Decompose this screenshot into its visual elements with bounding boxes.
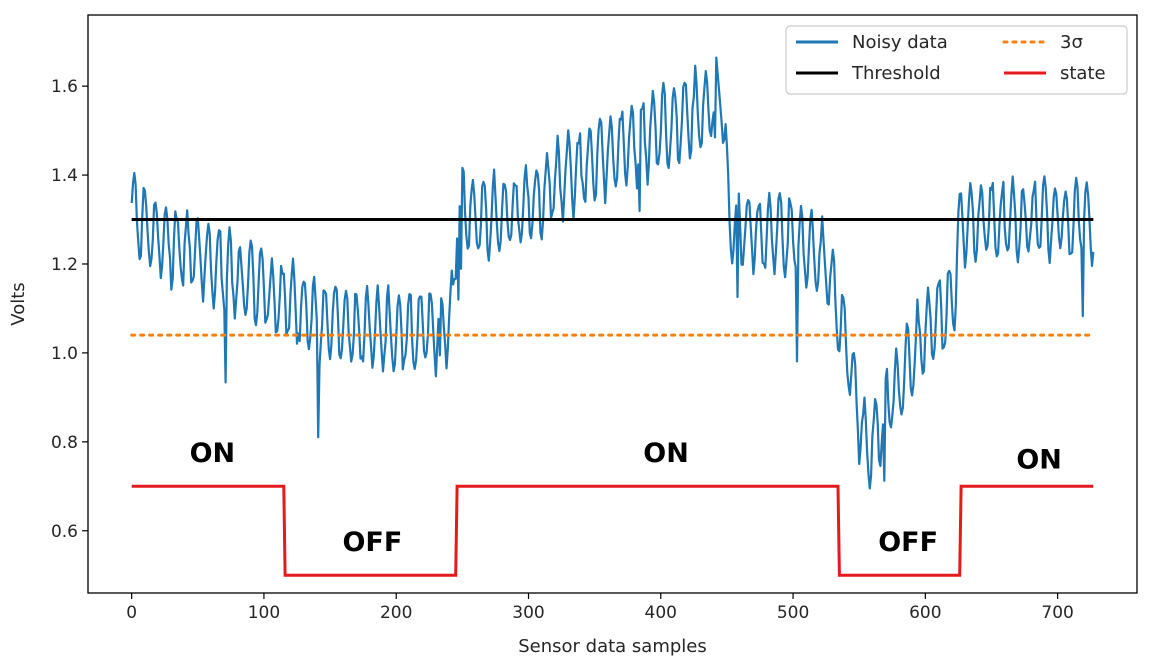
state-annotation-on-4: ON <box>1016 445 1062 476</box>
plot-frame <box>87 14 1138 594</box>
x-tick-label: 700 <box>1041 603 1073 623</box>
legend-label-sigma: 3σ <box>1060 32 1083 53</box>
noisy-data-line <box>130 56 1095 490</box>
y-tick-label: 0.6 <box>51 522 78 542</box>
legend-label-noisy-data: Noisy data <box>852 32 948 53</box>
x-axis-label: Sensor data samples <box>518 636 707 657</box>
x-tick-label: 300 <box>512 603 544 623</box>
x-tick-label: 100 <box>248 603 280 623</box>
state-annotation-off-1: OFF <box>342 527 402 558</box>
state-annotations: ON OFF ON OFF ON <box>190 438 1062 558</box>
y-tick-label: 1.6 <box>51 77 78 97</box>
y-tick-label: 0.8 <box>51 433 78 453</box>
x-tick-label: 500 <box>777 603 809 623</box>
x-tick-label: 600 <box>909 603 941 623</box>
reference-lines <box>130 218 1095 337</box>
y-tick-label: 1.2 <box>51 255 78 275</box>
state-line <box>131 484 1094 577</box>
y-tick-label: 1.4 <box>51 166 78 186</box>
x-tick-label: 200 <box>380 603 412 623</box>
noisy-data-series <box>130 56 1095 490</box>
legend: Noisy data Threshold 3σ state <box>785 25 1128 95</box>
legend-label-state: state <box>1060 63 1106 84</box>
legend-label-threshold: Threshold <box>851 63 941 84</box>
y-tick-label: 1.0 <box>51 344 78 364</box>
y-axis-label: Volts <box>8 282 29 325</box>
state-annotation-off-3: OFF <box>878 527 938 558</box>
state-annotation-on-2: ON <box>643 438 689 469</box>
x-tick-label: 400 <box>645 603 677 623</box>
axes: 0 100 200 300 400 500 600 700 0.6 0.8 1.0 1.2 1.4 1.6… <box>8 14 1138 657</box>
x-tick-label: 0 <box>126 603 137 623</box>
state-series <box>131 484 1094 577</box>
state-annotation-on-0: ON <box>190 438 236 469</box>
